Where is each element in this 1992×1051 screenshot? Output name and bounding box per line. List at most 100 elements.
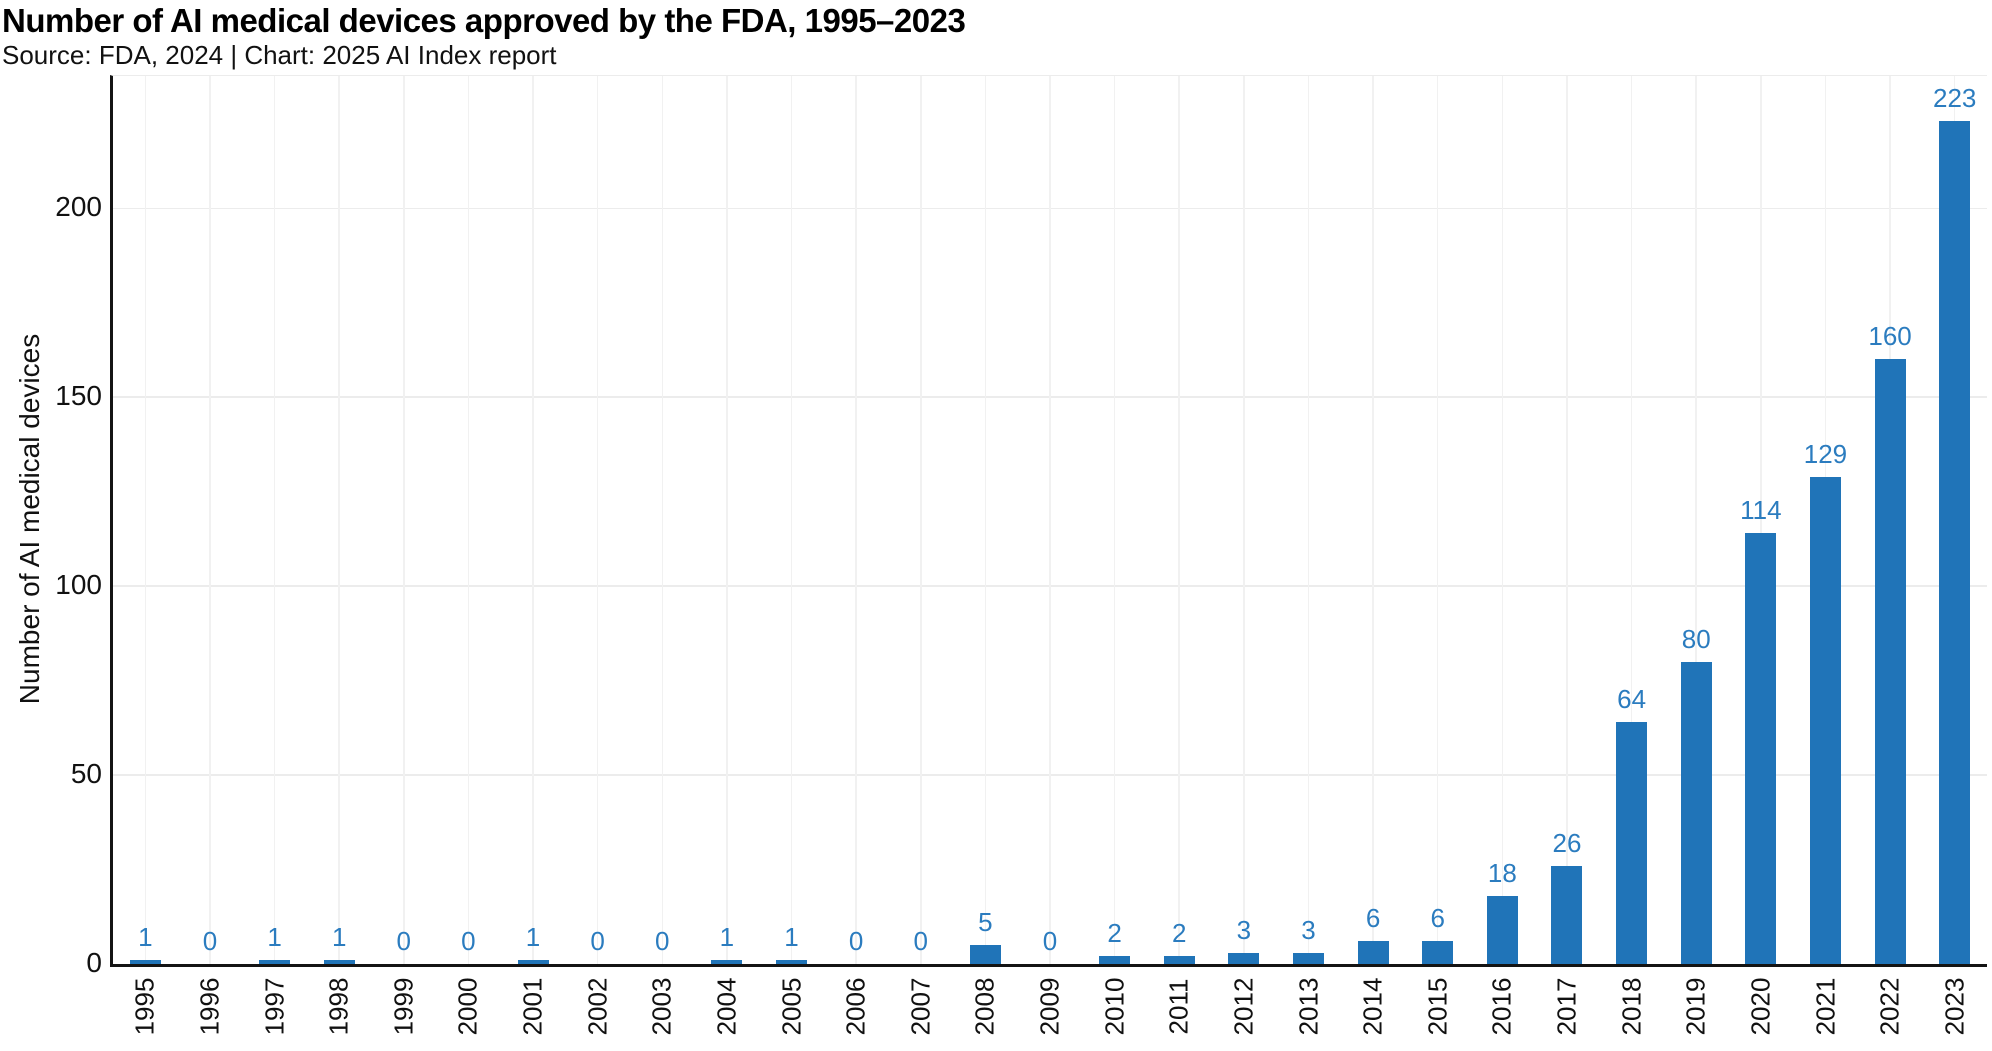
bar <box>1745 533 1777 964</box>
bar <box>1939 121 1971 964</box>
grid-line-vertical <box>1307 76 1310 964</box>
bar-value-label: 223 <box>1932 83 1977 114</box>
bar-value-label: 18 <box>1487 857 1517 888</box>
bar-value-label: 1 <box>719 922 735 953</box>
bar-value-label: 64 <box>1617 684 1647 715</box>
bar-value-label: 0 <box>848 926 864 956</box>
grid-line-vertical <box>1049 76 1051 964</box>
grid-line-vertical <box>1243 76 1245 964</box>
bar-value-label: 26 <box>1552 827 1582 858</box>
x-tick-label: 2008 <box>969 977 1000 1035</box>
bar <box>1292 952 1324 964</box>
x-tick-label: 2005 <box>776 977 807 1035</box>
bar-value-label: 129 <box>1803 438 1848 469</box>
x-tick-label: 2018 <box>1616 977 1647 1035</box>
x-tick-label: 1997 <box>259 977 290 1035</box>
x-tick-label: 2002 <box>582 977 613 1035</box>
grid-line-vertical <box>855 76 857 964</box>
bar-value-label: 3 <box>1301 914 1316 945</box>
y-tick-label: 50 <box>70 758 102 790</box>
bar-value-label: 6 <box>1430 903 1445 934</box>
bar-value-label: 1 <box>525 922 541 953</box>
x-tick-label: 2021 <box>1809 977 1840 1035</box>
bar-value-label: 160 <box>1868 321 1912 352</box>
grid-line-vertical <box>661 76 664 964</box>
x-tick-label: 2009 <box>1034 977 1065 1035</box>
bar-value-label: 0 <box>1042 926 1058 956</box>
x-tick-label: 2000 <box>452 977 483 1035</box>
bar-value-label: 6 <box>1365 903 1381 934</box>
y-tick-label: 200 <box>55 191 102 223</box>
grid-line-vertical <box>1178 76 1180 964</box>
bar-value-label: 0 <box>590 926 605 956</box>
grid-line-vertical <box>726 76 728 964</box>
bar <box>323 960 355 964</box>
grid-line-vertical <box>1760 76 1762 964</box>
bar-value-label: 1 <box>784 922 799 953</box>
bar-value-label: 2 <box>1172 918 1187 949</box>
bar <box>1616 722 1648 964</box>
grid-line-vertical <box>144 76 147 964</box>
x-tick-label: 2016 <box>1486 977 1517 1035</box>
bar <box>1357 941 1389 964</box>
x-tick-label: 2015 <box>1422 977 1453 1035</box>
bar-value-label: 0 <box>461 926 476 956</box>
bar-value-label: 0 <box>913 926 928 956</box>
bar <box>517 960 549 964</box>
bar-value-label: 114 <box>1740 495 1782 526</box>
x-tick-label: 2011 <box>1163 978 1194 1034</box>
bar <box>1874 359 1906 964</box>
x-tick-label: 2003 <box>646 977 677 1035</box>
grid-line-vertical <box>273 76 276 964</box>
bar <box>776 960 808 964</box>
bar <box>1680 661 1712 964</box>
x-tick-label: 2006 <box>840 977 871 1035</box>
bar <box>1486 895 1518 964</box>
grid-line-vertical <box>467 76 470 964</box>
x-tick-label: 1996 <box>194 977 225 1035</box>
grid-line-vertical <box>1372 76 1374 964</box>
grid-line-vertical <box>403 76 405 964</box>
plot-area: 1 0 1 1 0 0 1 0 0 1 1 0 0 5 0 2 2 3 3 6 6 18 26 64 80 114 129 160 22… <box>110 75 1987 967</box>
bar-value-label: 3 <box>1236 914 1252 945</box>
x-tick-label: 2013 <box>1292 977 1323 1035</box>
bar-value-label: 0 <box>396 926 412 956</box>
bar <box>1551 865 1583 964</box>
grid-line-vertical <box>1695 76 1697 964</box>
x-tick-label: 2007 <box>905 977 936 1035</box>
x-tick-label: 2019 <box>1680 977 1711 1035</box>
grid-line-vertical <box>1113 76 1116 964</box>
x-tick-label: 2010 <box>1099 977 1130 1035</box>
bar-value-label: 0 <box>202 926 218 956</box>
x-tick-label: 2023 <box>1939 977 1970 1035</box>
bar-value-label: 1 <box>267 922 282 953</box>
chart-subtitle: Source: FDA, 2024 | Chart: 2025 AI Index… <box>2 40 557 70</box>
grid-line-vertical <box>532 76 534 964</box>
grid-line-vertical <box>209 76 211 964</box>
x-tick-label: 2014 <box>1357 977 1388 1035</box>
y-tick-label: 0 <box>86 947 102 978</box>
chart-title: Number of AI medical devices approved by… <box>2 2 966 39</box>
x-tick-label: 2022 <box>1874 977 1905 1035</box>
bar <box>1228 952 1260 964</box>
y-tick-label: 150 <box>55 380 102 412</box>
y-tick-label: 100 <box>55 569 102 601</box>
bar <box>1099 956 1131 964</box>
bar-value-label: 80 <box>1681 623 1711 654</box>
bar <box>711 960 743 964</box>
x-tick-label: 2004 <box>711 977 742 1035</box>
grid-line-vertical <box>338 76 340 964</box>
grid-line-vertical <box>790 76 793 964</box>
bar-value-label: 5 <box>978 907 993 938</box>
x-tick-label: 1999 <box>388 977 419 1035</box>
bar <box>1809 476 1841 964</box>
bar <box>129 960 161 964</box>
x-tick-label: 2001 <box>517 977 548 1035</box>
x-tick-label: 1995 <box>129 977 160 1035</box>
grid-line-vertical <box>1566 76 1568 964</box>
grid-line-vertical <box>1436 76 1439 964</box>
bar <box>1422 941 1454 964</box>
bar-value-label: 1 <box>138 922 153 953</box>
grid-line-vertical <box>984 76 987 964</box>
